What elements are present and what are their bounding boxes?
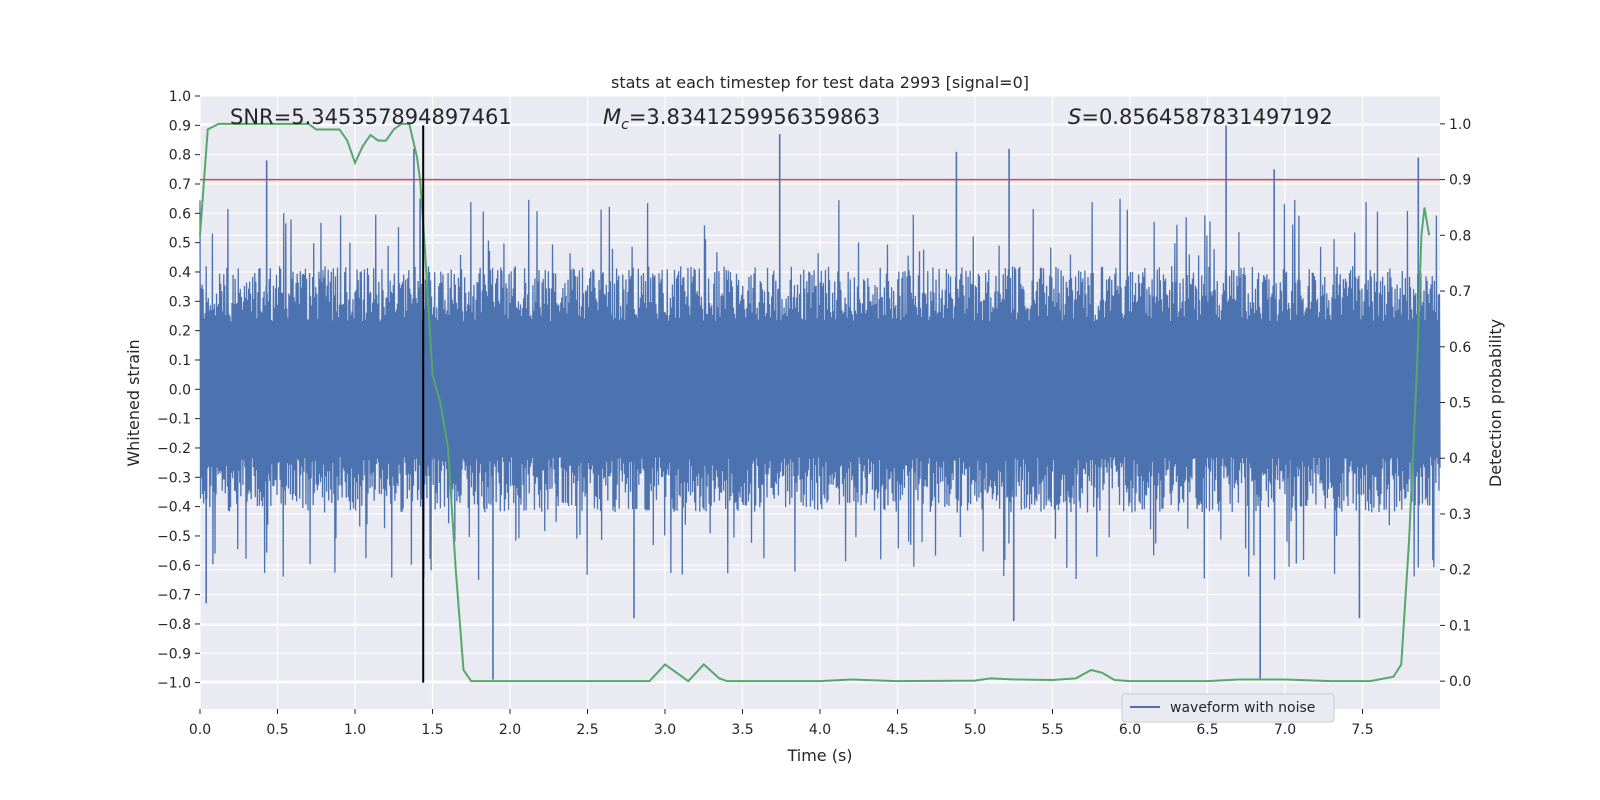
- x-axis-ticks: 0.0 0.5 1.0 1.5 2.0 2.5 3.0 3.5 4.0 4.5 5.0 5.5 6.0 6…: [189, 709, 1374, 738]
- snr-annotation: SNR=5.345357894897461: [230, 105, 512, 129]
- y-left-tick-label-2: 0.8: [169, 148, 191, 164]
- x-tick-label-15: 7.5: [1351, 722, 1373, 738]
- x-tick-label-11: 5.5: [1041, 722, 1063, 738]
- y-left-tick-label-4: 0.6: [169, 206, 191, 222]
- y-axis-left-ticks: 1.0 0.9 0.8 0.7 0.6 0.5 0.4 0.3 0.2 0.1 0.0 −0.1 −0.…: [157, 89, 200, 692]
- y-right-tick-label-0: 1.0: [1449, 117, 1471, 133]
- y-left-tick-label-13: −0.3: [157, 470, 191, 486]
- y-axis-right-label: Detection probability: [1486, 319, 1505, 487]
- mc-subscript: c: [621, 117, 629, 133]
- y-axis-left-label: Whitened strain: [124, 339, 143, 466]
- y-left-tick-label-5: 0.5: [169, 236, 191, 252]
- x-tick-label-2: 1.0: [344, 722, 366, 738]
- y-right-tick-label-2: 0.8: [1449, 228, 1471, 244]
- y-left-tick-label-12: −0.2: [157, 441, 191, 457]
- s-symbol: S: [1068, 105, 1081, 129]
- y-left-tick-label-17: −0.7: [157, 588, 191, 604]
- y-right-tick-label-7: 0.3: [1449, 507, 1471, 523]
- x-axis-label: Time (s): [786, 746, 852, 765]
- y-axis-right-ticks: 1.0 0.9 0.8 0.7 0.6 0.5 0.4 0.3 0.2 0.1 0.0: [1440, 117, 1471, 690]
- s-annotation: S=0.8564587831497192: [1068, 105, 1333, 129]
- legend: waveform with noise: [1121, 693, 1335, 723]
- y-right-tick-label-6: 0.4: [1449, 451, 1471, 467]
- x-tick-label-5: 2.5: [576, 722, 598, 738]
- probability-line: [199, 122, 1431, 683]
- x-tick-label-8: 4.0: [809, 722, 831, 738]
- y-left-tick-label-0: 1.0: [169, 89, 191, 105]
- x-tick-label-9: 4.5: [886, 722, 908, 738]
- x-tick-label-7: 3.5: [731, 722, 753, 738]
- x-tick-label-13: 6.5: [1196, 722, 1218, 738]
- y-right-tick-label-1: 0.9: [1449, 173, 1471, 189]
- chart-title: stats at each timestep for test data 299…: [611, 73, 1029, 92]
- y-right-tick-label-8: 0.2: [1449, 563, 1471, 579]
- y-left-tick-label-14: −0.4: [157, 500, 191, 516]
- s-value: =0.8564587831497192: [1081, 105, 1332, 129]
- y-left-tick-label-6: 0.4: [169, 265, 191, 281]
- x-tick-label-3: 1.5: [421, 722, 443, 738]
- y-left-tick-label-20: −1.0: [157, 676, 191, 692]
- y-right-tick-label-3: 0.7: [1449, 284, 1471, 300]
- y-left-tick-label-18: −0.8: [157, 617, 191, 633]
- x-tick-label-10: 5.0: [964, 722, 986, 738]
- y-right-tick-label-5: 0.5: [1449, 396, 1471, 412]
- x-tick-label-4: 2.0: [499, 722, 521, 738]
- y-left-tick-label-9: 0.1: [169, 353, 191, 369]
- y-left-tick-label-3: 0.7: [169, 177, 191, 193]
- legend-box: [1121, 693, 1335, 723]
- y-left-tick-label-1: 0.9: [169, 118, 191, 134]
- x-tick-label-0: 0.0: [189, 722, 211, 738]
- y-left-tick-label-11: −0.1: [157, 412, 191, 428]
- mc-symbol: M: [603, 105, 621, 129]
- probability-series: [199, 122, 1431, 683]
- x-tick-label-14: 7.0: [1274, 722, 1296, 738]
- y-left-tick-label-7: 0.3: [169, 294, 191, 310]
- y-left-tick-label-8: 0.2: [169, 324, 191, 340]
- mc-value: =3.8341259956359863: [629, 105, 880, 129]
- y-left-tick-label-10: 0.0: [169, 382, 191, 398]
- y-left-tick-label-15: −0.5: [157, 529, 191, 545]
- y-left-tick-label-16: −0.6: [157, 558, 191, 574]
- legend-label: waveform with noise: [1170, 700, 1315, 716]
- waveform-line: [199, 198, 1441, 580]
- y-right-tick-label-10: 0.0: [1449, 674, 1471, 690]
- x-tick-label-12: 6.0: [1119, 722, 1141, 738]
- y-left-tick-label-19: −0.9: [157, 646, 191, 662]
- y-right-tick-label-9: 0.1: [1449, 618, 1471, 634]
- x-tick-label-6: 3.0: [654, 722, 676, 738]
- y-right-tick-label-4: 0.6: [1449, 340, 1471, 356]
- mc-annotation: Mc=3.8341259956359863: [603, 105, 880, 133]
- x-tick-label-1: 0.5: [266, 722, 288, 738]
